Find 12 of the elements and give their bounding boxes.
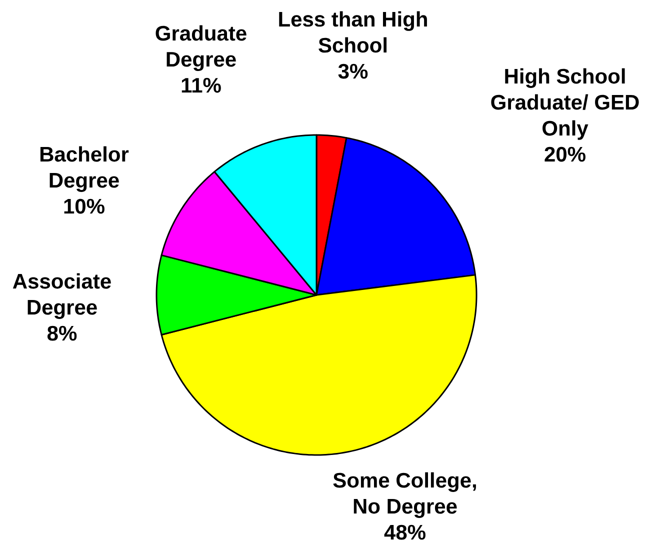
data-label: 20% [544, 146, 586, 162]
data-label: 48% [384, 524, 426, 540]
slice-label: High School Graduate/ GED Only [491, 68, 639, 140]
data-label: 10% [64, 198, 104, 214]
data-label: 8% [47, 326, 77, 341]
slice-label: Associate Degree [12, 273, 111, 319]
data-label: 11% [182, 78, 221, 93]
slice-label: Some College, No Degree [333, 472, 476, 518]
data-label: 3% [338, 64, 368, 79]
slice-label: Graduate Degree [156, 25, 246, 71]
slice-label: Less than High School [279, 11, 427, 53]
slice-label: Bachelor Degree [40, 146, 129, 192]
